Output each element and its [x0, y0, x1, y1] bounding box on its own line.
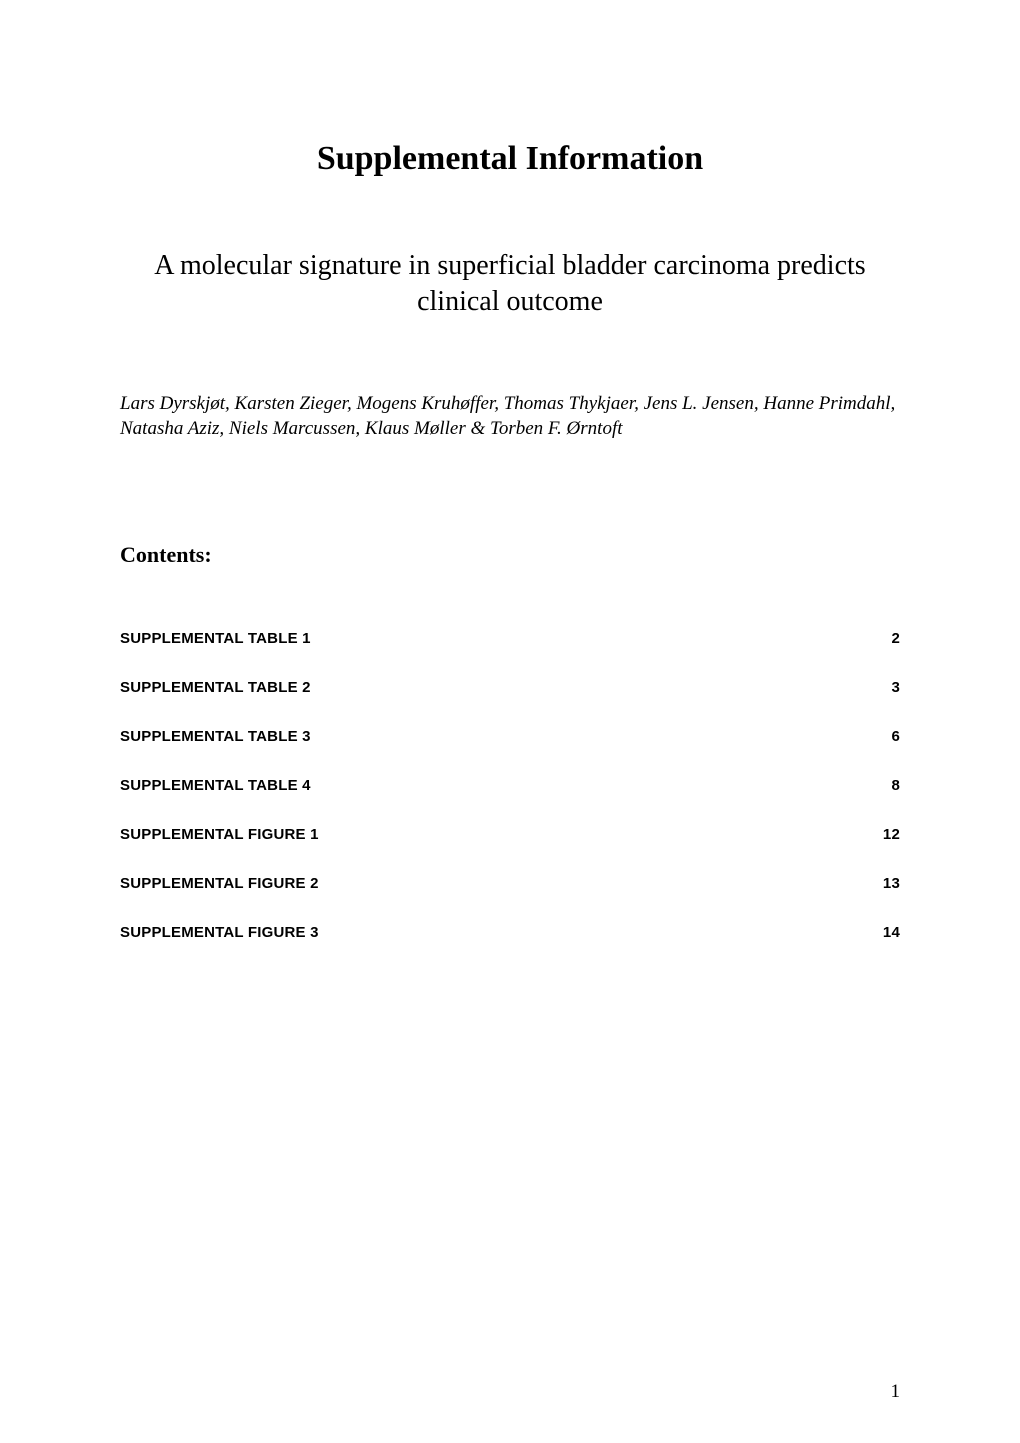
toc-label: SUPPLEMENTAL FIGURE 3: [120, 924, 319, 941]
toc-page-number: 13: [863, 875, 900, 892]
toc-item: SUPPLEMENTAL TABLE 1 2: [120, 630, 900, 647]
toc-label: SUPPLEMENTAL TABLE 1: [120, 630, 311, 647]
toc-page-number: 12: [863, 826, 900, 843]
toc-item: SUPPLEMENTAL FIGURE 1 12: [120, 826, 900, 843]
toc-label: SUPPLEMENTAL TABLE 4: [120, 777, 311, 794]
subtitle: A molecular signature in superficial bla…: [120, 248, 900, 321]
toc-page-number: 8: [871, 777, 900, 794]
toc-label: SUPPLEMENTAL FIGURE 2: [120, 875, 319, 892]
toc-item: SUPPLEMENTAL TABLE 3 6: [120, 728, 900, 745]
toc-item: SUPPLEMENTAL FIGURE 2 13: [120, 875, 900, 892]
table-of-contents: SUPPLEMENTAL TABLE 1 2 SUPPLEMENTAL TABL…: [120, 630, 900, 941]
toc-item: SUPPLEMENTAL TABLE 4 8: [120, 777, 900, 794]
toc-page-number: 6: [871, 728, 900, 745]
toc-page-number: 3: [871, 679, 900, 696]
main-title: Supplemental Information: [120, 140, 900, 178]
toc-item: SUPPLEMENTAL FIGURE 3 14: [120, 924, 900, 941]
toc-page-number: 2: [871, 630, 900, 647]
authors-line: Lars Dyrskjøt, Karsten Zieger, Mogens Kr…: [120, 391, 900, 442]
page-number: 1: [891, 1381, 901, 1403]
toc-page-number: 14: [863, 924, 900, 941]
toc-item: SUPPLEMENTAL TABLE 2 3: [120, 679, 900, 696]
contents-heading: Contents:: [120, 542, 900, 568]
toc-label: SUPPLEMENTAL FIGURE 1: [120, 826, 319, 843]
toc-label: SUPPLEMENTAL TABLE 2: [120, 679, 311, 696]
toc-label: SUPPLEMENTAL TABLE 3: [120, 728, 311, 745]
